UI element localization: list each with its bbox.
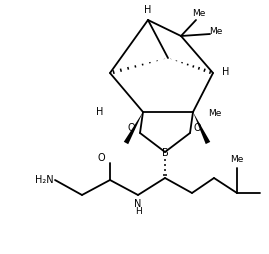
Text: B: B <box>162 148 168 158</box>
Text: H: H <box>222 67 230 77</box>
Text: Me: Me <box>230 155 244 165</box>
Text: H: H <box>96 107 104 117</box>
Text: O: O <box>127 123 135 133</box>
Text: H: H <box>134 207 141 215</box>
Polygon shape <box>193 112 210 144</box>
Text: H: H <box>144 5 152 15</box>
Text: Me: Me <box>192 8 206 18</box>
Polygon shape <box>124 112 143 144</box>
Text: Me: Me <box>208 109 222 119</box>
Text: Me: Me <box>209 27 223 37</box>
Text: O: O <box>97 153 105 163</box>
Text: N: N <box>134 199 142 209</box>
Text: O: O <box>193 123 201 133</box>
Text: H₂N: H₂N <box>35 175 53 185</box>
